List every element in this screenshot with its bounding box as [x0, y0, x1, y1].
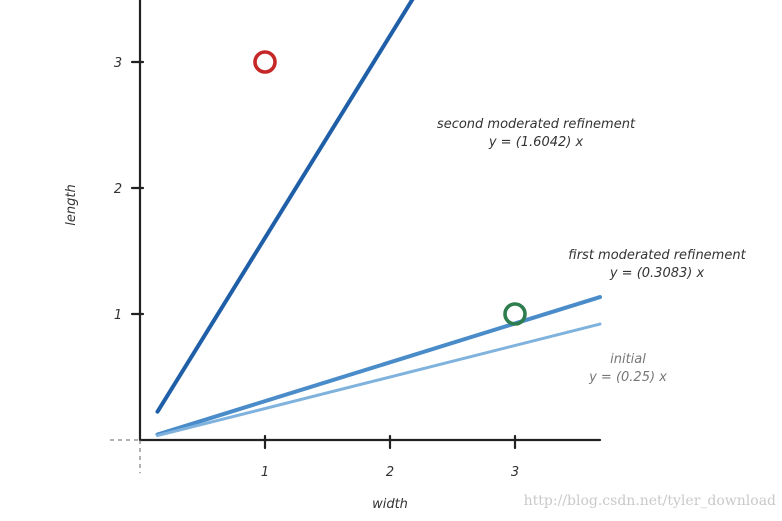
series-line-2 — [155, 295, 602, 437]
x-axis-title: width — [372, 497, 408, 512]
x-tick-label: 3 — [511, 465, 519, 480]
y-tick-label: 2 — [114, 182, 122, 197]
data-point-2 — [503, 302, 527, 326]
y-tick-label: 1 — [114, 308, 122, 323]
annotations: second moderated refinement y = (1.6042) … — [437, 117, 747, 385]
series-equation-label: y = (1.6042) x — [488, 135, 584, 150]
y-axis-title: length — [64, 184, 79, 225]
series-line-3 — [156, 322, 602, 438]
data-point-1 — [253, 50, 277, 74]
axes — [110, 0, 602, 474]
points-layer — [253, 50, 527, 326]
x-tick-label: 1 — [261, 465, 269, 480]
series-equation-label: y = (0.3083) x — [609, 266, 705, 281]
series-equation-label: y = (0.25) x — [588, 370, 667, 385]
series-name-label: initial — [610, 352, 646, 367]
x-tick-label: 2 — [386, 465, 394, 480]
series-name-label: second moderated refinement — [437, 117, 636, 132]
y-tick-label: 3 — [114, 56, 122, 71]
series-line-1 — [155, 0, 415, 414]
series-name-label: first moderated refinement — [568, 248, 746, 263]
ticks: 1 2 3 1 2 3 — [114, 56, 519, 480]
watermark-text: http://blog.csdn.net/tyler_download — [524, 493, 776, 509]
series-layer — [155, 0, 602, 438]
